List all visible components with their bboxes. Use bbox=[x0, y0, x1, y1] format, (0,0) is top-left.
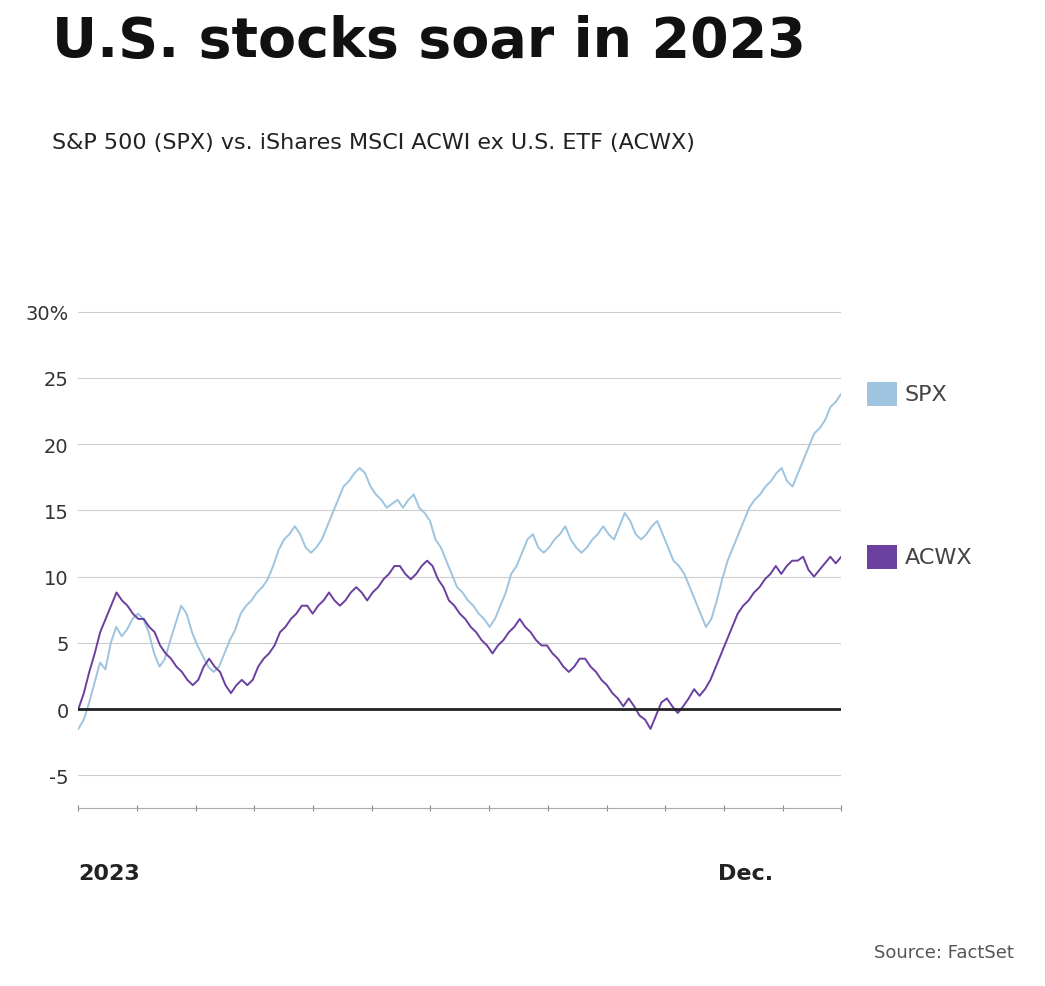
Text: ACWX: ACWX bbox=[905, 547, 973, 567]
Text: Dec.: Dec. bbox=[718, 863, 773, 882]
Text: Source: FactSet: Source: FactSet bbox=[874, 944, 1014, 961]
Text: 2023: 2023 bbox=[78, 863, 140, 882]
Text: SPX: SPX bbox=[905, 385, 948, 404]
Text: U.S. stocks soar in 2023: U.S. stocks soar in 2023 bbox=[52, 15, 806, 69]
Text: S&P 500 (SPX) vs. iShares MSCI ACWI ex U.S. ETF (ACWX): S&P 500 (SPX) vs. iShares MSCI ACWI ex U… bbox=[52, 133, 695, 153]
